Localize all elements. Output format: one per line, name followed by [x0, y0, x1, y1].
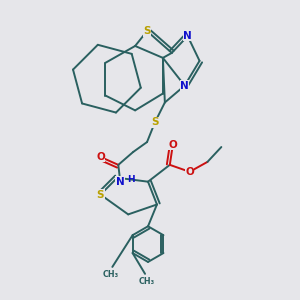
- Text: N: N: [183, 31, 192, 41]
- Text: O: O: [185, 167, 194, 177]
- Text: N: N: [116, 177, 125, 187]
- Text: O: O: [96, 152, 105, 162]
- Text: N: N: [180, 81, 189, 91]
- Text: S: S: [143, 26, 151, 36]
- Text: H: H: [127, 175, 134, 184]
- Text: S: S: [151, 117, 159, 127]
- Text: O: O: [168, 140, 177, 150]
- Text: CH₃: CH₃: [139, 278, 154, 286]
- Text: S: S: [97, 190, 104, 200]
- Text: CH₃: CH₃: [103, 271, 119, 280]
